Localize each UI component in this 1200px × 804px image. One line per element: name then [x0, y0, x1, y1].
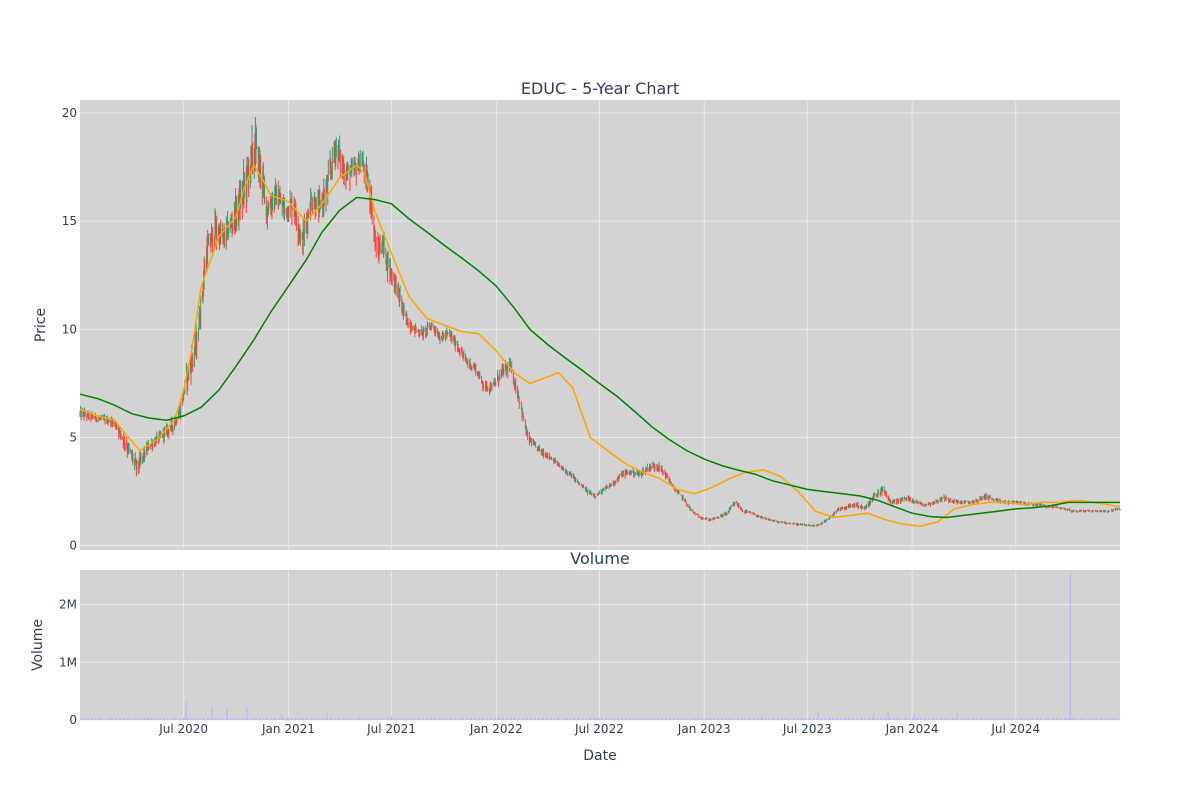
volume-axis-title: Volume	[30, 619, 46, 671]
price-axis-title: Price	[33, 308, 49, 342]
volume-bars	[79, 572, 1121, 720]
volume-grid	[80, 570, 1120, 721]
moving-average-line-1	[79, 163, 1121, 527]
price-grid	[80, 100, 1120, 550]
x-tick-label: Jan 2023	[677, 722, 731, 736]
chart-title: EDUC - 5-Year Chart	[521, 79, 679, 98]
x-tick-label: Jul 2023	[782, 722, 832, 736]
x-tick-label: Jan 2022	[469, 722, 523, 736]
price-y-tick-label: 0	[69, 539, 77, 553]
price-lines	[79, 163, 1121, 527]
price-y-tick-label: 10	[62, 322, 77, 336]
price-y-tick-label: 20	[62, 106, 77, 120]
volume-y-ticks: 0 1M 2M	[59, 598, 77, 727]
x-axis-title: Date	[583, 748, 616, 764]
x-tick-label: Jul 2024	[990, 722, 1040, 736]
volume-y-tick-label: 0	[69, 713, 77, 727]
x-tick-label: Jul 2021	[366, 722, 416, 736]
volume-plot-area	[80, 570, 1120, 720]
price-y-tick-label: 5	[69, 431, 77, 445]
x-tick-label: Jul 2020	[158, 722, 208, 736]
volume-y-tick-label: 1M	[59, 655, 77, 669]
volume-y-tick-label: 2M	[59, 598, 77, 612]
price-candles	[79, 116, 1121, 527]
x-tick-label: Jan 2021	[261, 722, 315, 736]
moving-average-line-2	[79, 196, 1120, 519]
price-plot-area	[80, 100, 1120, 550]
price-y-ticks: 0 5 10 15 20	[62, 106, 77, 553]
volume-title: Volume	[570, 549, 630, 568]
price-y-tick-label: 15	[62, 214, 77, 228]
x-tick-label: Jul 2022	[574, 722, 624, 736]
x-tick-label: Jan 2024	[885, 722, 939, 736]
volume-x-ticks: Jul 2020 Jan 2021 Jul 2021 Jan 2022 Jul 2022…	[158, 722, 1040, 736]
